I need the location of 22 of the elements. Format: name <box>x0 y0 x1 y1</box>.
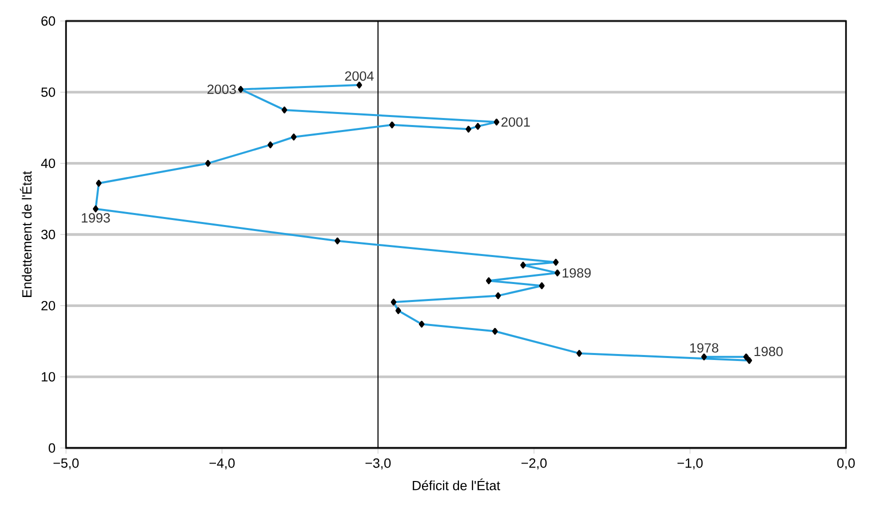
y-axis-title: Endettement de l'État <box>20 171 32 297</box>
y-tick-label: 20 <box>41 300 56 310</box>
x-tick-label: −4,0 <box>209 458 235 470</box>
x-tick-label: 0,0 <box>837 458 855 470</box>
annotation: 1989 <box>562 268 591 278</box>
y-tick-label: 30 <box>41 230 56 240</box>
annotation: 2003 <box>207 84 236 94</box>
x-tick-label: −5,0 <box>53 458 79 470</box>
y-tick-label: 40 <box>41 158 56 168</box>
y-tick-label: 10 <box>42 372 56 382</box>
annotation: 1978 <box>690 343 718 353</box>
x-axis-title: Déficit de l'État <box>412 478 500 490</box>
y-tick-label: 0 <box>48 443 56 453</box>
x-tick-label: −2,0 <box>521 458 547 470</box>
annotation: 2004 <box>345 71 374 81</box>
annotation: 2001 <box>502 117 530 127</box>
x-tick-label: −3,0 <box>365 458 391 470</box>
y-tick-label: 50 <box>41 87 56 97</box>
x-tick-label: −1,0 <box>677 458 703 470</box>
annotation: 1980 <box>754 346 783 356</box>
annotation: 1993 <box>82 213 110 223</box>
y-tick-label: 60 <box>41 16 56 26</box>
